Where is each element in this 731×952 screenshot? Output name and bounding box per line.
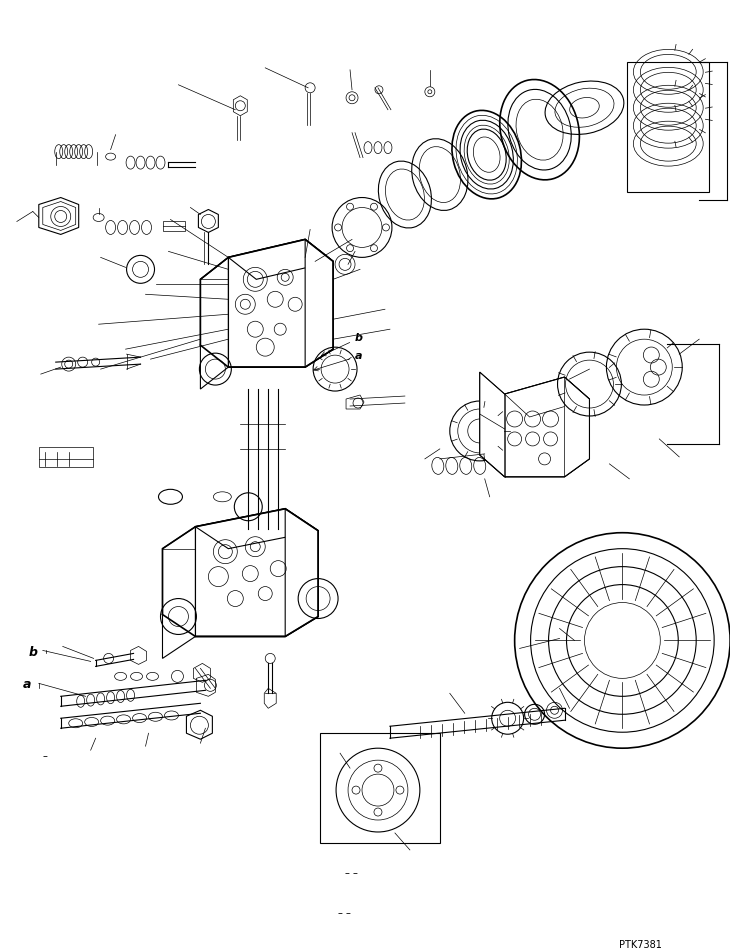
Polygon shape [285, 508, 318, 637]
Polygon shape [200, 257, 228, 389]
Bar [320, 733, 440, 843]
Polygon shape [200, 239, 333, 367]
Text: b: b [322, 333, 363, 356]
Polygon shape [480, 372, 504, 477]
Polygon shape [504, 377, 589, 417]
Text: a: a [314, 351, 363, 371]
Polygon shape [162, 508, 318, 637]
Bar [164, 222, 186, 231]
Polygon shape [564, 377, 589, 477]
Text: PTK7381: PTK7381 [619, 940, 662, 950]
Polygon shape [305, 239, 333, 367]
Polygon shape [480, 377, 589, 477]
Polygon shape [228, 239, 333, 279]
Text: a: a [23, 679, 31, 691]
Bar [627, 62, 709, 191]
Text: – –: – – [338, 908, 351, 918]
Text: – –: – – [345, 868, 358, 878]
Polygon shape [195, 508, 318, 548]
Bar [39, 446, 93, 466]
Polygon shape [162, 526, 195, 659]
Text: –: – [43, 751, 48, 762]
Text: b: b [29, 646, 38, 660]
